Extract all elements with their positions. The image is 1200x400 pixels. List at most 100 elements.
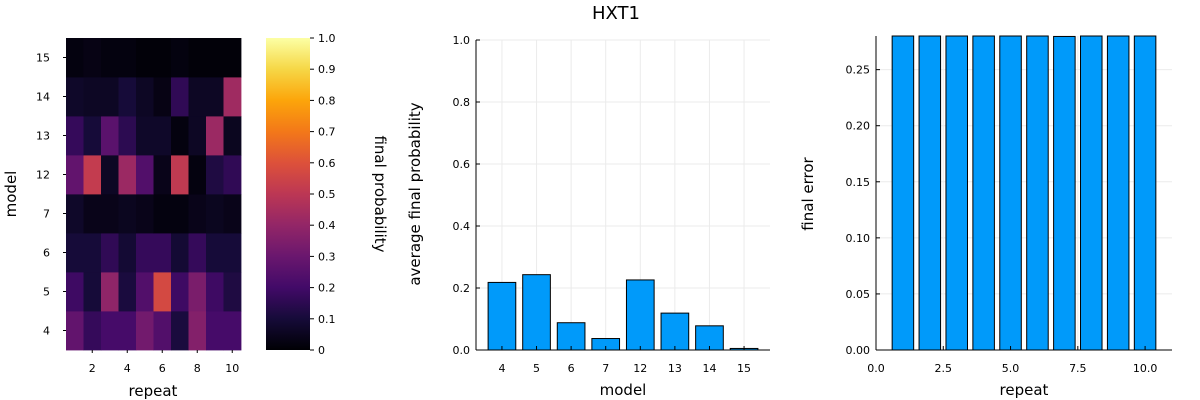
- heatmap-panel: 4 5 6 7 12 13 14 15 2 4 6 8 10: [36, 38, 242, 375]
- bar: [891, 35, 915, 351]
- error-chart-xlabel: repeat: [1000, 381, 1049, 399]
- heatmap-cell: [188, 272, 207, 312]
- heatmap-cell: [118, 194, 137, 234]
- heatmap-cell: [188, 38, 207, 78]
- colorbar-tick-label: 0.6: [318, 157, 336, 170]
- heatmap-cell: [153, 77, 172, 117]
- heatmap-cell: [136, 272, 154, 312]
- colorbar-tick-label: 0.3: [318, 250, 336, 263]
- x-tick-label: 2.5: [935, 362, 953, 375]
- bar: [918, 35, 942, 351]
- heatmap-cell: [171, 38, 189, 78]
- heatmap-cell: [118, 311, 137, 351]
- bar-chart-xlabel: model: [600, 381, 647, 399]
- y-tick-label: 0.0: [453, 344, 471, 357]
- heatmap-cell: [171, 272, 189, 312]
- heatmap-cell: [188, 311, 207, 351]
- y-tick-label: 0.15: [846, 176, 871, 189]
- heatmap-cell: [83, 38, 102, 78]
- bar: [625, 279, 655, 351]
- colorbar-tick-label: 0.4: [318, 219, 336, 232]
- colorbar-tick-label: 0: [318, 344, 325, 357]
- heatmap-cell: [188, 194, 207, 234]
- x-tick-label: 15: [737, 362, 751, 375]
- heatmap-cell: [171, 77, 189, 117]
- heatmap-cell: [223, 272, 242, 312]
- heatmap-x-tick-label: 6: [159, 362, 166, 375]
- heatmap-y-tick-label: 6: [43, 247, 50, 260]
- heatmap-cell: [66, 77, 84, 117]
- heatmap-cell: [153, 272, 172, 312]
- heatmap-cell: [83, 194, 102, 234]
- heatmap-cell: [83, 155, 102, 195]
- heatmap-cell: [101, 77, 119, 117]
- heatmap-cell: [101, 38, 119, 78]
- heatmap-cell: [171, 116, 189, 156]
- heatmap-cell: [83, 272, 102, 312]
- heatmap-y-tick-label: 7: [43, 208, 50, 221]
- x-tick-label: 0.0: [867, 362, 885, 375]
- bar: [972, 35, 995, 351]
- heatmap-cell: [136, 194, 154, 234]
- final-error-bar-chart: 0.00 0.05 0.10 0.15 0.20 0.25 0.0 2.5 5.0 7.5 10.0: [846, 35, 1172, 375]
- heatmap-cell: [136, 38, 154, 78]
- bar: [1133, 35, 1157, 351]
- bar: [660, 312, 690, 351]
- heatmap-cell: [66, 272, 84, 312]
- heatmap-cell: [206, 272, 224, 312]
- heatmap-cell: [153, 116, 172, 156]
- colorbar: 0 0.1 0.2 0.3 0.4 0.5 0.6 0.7 0.8 0.9 1.0: [266, 32, 336, 357]
- heatmap-x-tick-label: 10: [225, 362, 239, 375]
- heatmap-cell: [153, 38, 172, 78]
- heatmap-x-tick-label: 4: [124, 362, 131, 375]
- bar: [487, 281, 517, 351]
- x-tick-label: 14: [702, 362, 716, 375]
- x-tick-label: 6: [568, 362, 575, 375]
- heatmap-cell: [153, 155, 172, 195]
- x-tick-label: 12: [633, 362, 647, 375]
- heatmap-cell: [206, 311, 224, 351]
- heatmap-cell: [223, 194, 242, 234]
- y-tick-label: 0.6: [453, 158, 471, 171]
- heatmap-cell: [83, 77, 102, 117]
- x-tick-label: 5: [533, 362, 540, 375]
- heatmap-y-tick-label: 14: [36, 91, 50, 104]
- x-tick-label: 7: [602, 362, 609, 375]
- heatmap-cell: [66, 311, 84, 351]
- heatmap-cell: [83, 116, 102, 156]
- heatmap-cell: [206, 233, 224, 273]
- heatmap-x-tick-label: 2: [89, 362, 96, 375]
- heatmap-y-tick-label: 12: [36, 169, 50, 182]
- heatmap-cell: [101, 311, 119, 351]
- heatmap-cell: [171, 233, 189, 273]
- colorbar-tick-label: 0.7: [318, 126, 336, 139]
- heatmap-cell: [206, 116, 224, 156]
- heatmap-cell: [136, 155, 154, 195]
- heatmap-cell: [136, 77, 154, 117]
- colorbar-tick-label: 0.1: [318, 313, 336, 326]
- y-tick-label: 1.0: [453, 34, 471, 47]
- heatmap-cell: [153, 233, 172, 273]
- heatmap-y-tick-label: 5: [43, 286, 50, 299]
- heatmap-cell: [136, 311, 154, 351]
- heatmap-cell: [118, 116, 137, 156]
- x-tick-label: 13: [668, 362, 682, 375]
- heatmap-cell: [118, 233, 137, 273]
- colorbar-tick-label: 0.5: [318, 188, 336, 201]
- heatmap-cell: [171, 155, 189, 195]
- avg-probability-bar-chart: 0.0 0.2 0.4 0.6 0.8 1.0 4 5 6 7 12 13 14 15: [453, 34, 770, 375]
- y-tick-label: 0.8: [453, 96, 471, 109]
- heatmap-cell: [153, 194, 172, 234]
- heatmap-cell: [83, 311, 102, 351]
- colorbar-label: final probability: [371, 135, 389, 252]
- heatmap-cell: [188, 77, 207, 117]
- heatmap-cell: [66, 38, 84, 78]
- heatmap-cell: [101, 155, 119, 195]
- heatmap-cell: [118, 272, 137, 312]
- colorbar-tick-label: 0.2: [318, 282, 336, 295]
- x-tick-label: 7.5: [1069, 362, 1087, 375]
- heatmap-cell: [223, 155, 242, 195]
- bar: [999, 35, 1022, 351]
- heatmap-cell: [83, 233, 102, 273]
